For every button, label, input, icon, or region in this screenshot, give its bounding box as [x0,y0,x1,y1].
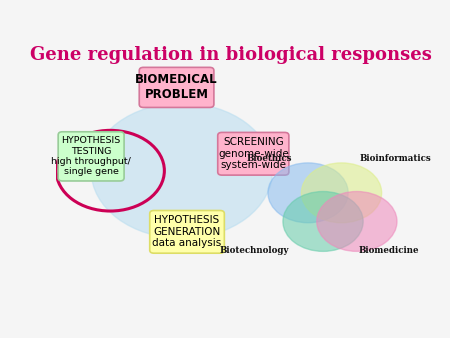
FancyBboxPatch shape [58,132,124,181]
Text: Bioinformatics: Bioinformatics [360,154,432,164]
Text: BIOMEDICAL
PROBLEM: BIOMEDICAL PROBLEM [135,73,218,101]
Text: Bioethics: Bioethics [246,154,292,164]
Circle shape [91,103,273,238]
Text: HYPOTHESIS
TESTING
high throughput/
single gene: HYPOTHESIS TESTING high throughput/ sing… [51,136,131,176]
FancyBboxPatch shape [218,132,289,175]
Text: SCREENING
genome-wide
system-wide: SCREENING genome-wide system-wide [218,137,288,170]
Circle shape [283,192,363,251]
Text: Biotechnology: Biotechnology [220,246,289,255]
FancyBboxPatch shape [139,67,214,107]
Text: HYPOTHESIS
GENERATION
data analysis: HYPOTHESIS GENERATION data analysis [153,215,222,248]
Circle shape [302,163,382,223]
Text: Biomedicine: Biomedicine [359,246,419,255]
Circle shape [317,192,397,251]
Circle shape [268,163,348,223]
Text: Gene regulation in biological responses: Gene regulation in biological responses [30,46,432,64]
FancyBboxPatch shape [150,211,225,253]
